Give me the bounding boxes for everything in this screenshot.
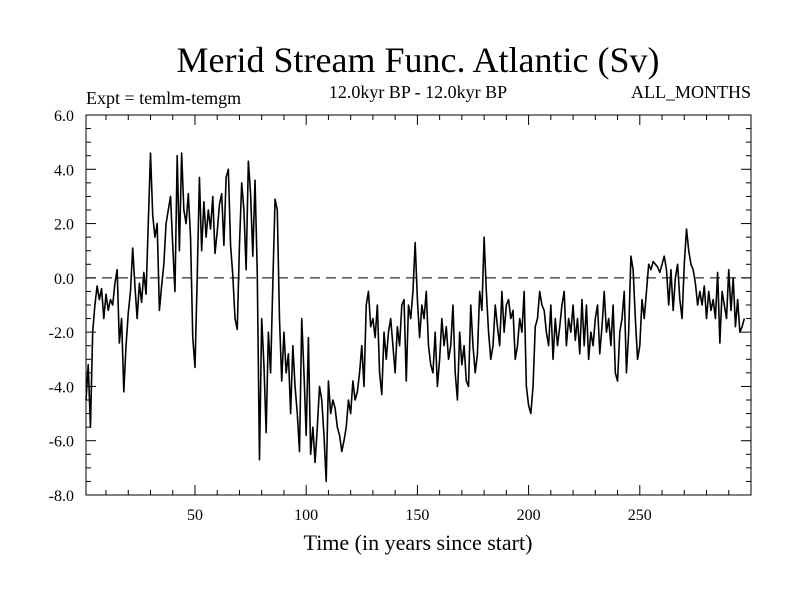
x-tick-label: 50 <box>187 507 203 524</box>
x-axis-label: Time (in years since start) <box>304 530 533 555</box>
axis-tick-labels: 50 100 150 200 250 -8.0 -6.0 -4.0 -2.0 0.0 2.0 4.0 6… <box>49 108 652 524</box>
x-tick-label: 200 <box>517 507 541 524</box>
x-tick-label: 100 <box>294 507 318 524</box>
y-tick-label: 6.0 <box>54 108 74 125</box>
y-tick-label: 4.0 <box>54 162 74 179</box>
axis-ticks <box>86 114 751 496</box>
months-label: ALL_MONTHS <box>631 82 751 102</box>
x-tick-label: 250 <box>628 507 652 524</box>
chart-title: Merid Stream Func. Atlantic (Sv) <box>177 40 660 80</box>
chart-subtitle: 12.0kyr BP - 12.0kyr BP <box>329 82 507 102</box>
y-tick-label: 2.0 <box>54 217 74 234</box>
y-tick-label: -2.0 <box>49 325 74 342</box>
experiment-label: Expt = temlm-temgm <box>86 88 241 108</box>
data-series-line <box>85 152 746 483</box>
y-tick-label: -6.0 <box>49 434 74 451</box>
x-tick-label: 150 <box>405 507 429 524</box>
y-tick-label: 0.0 <box>54 271 74 288</box>
y-tick-label: -4.0 <box>49 379 74 396</box>
y-tick-label: -8.0 <box>49 488 74 505</box>
